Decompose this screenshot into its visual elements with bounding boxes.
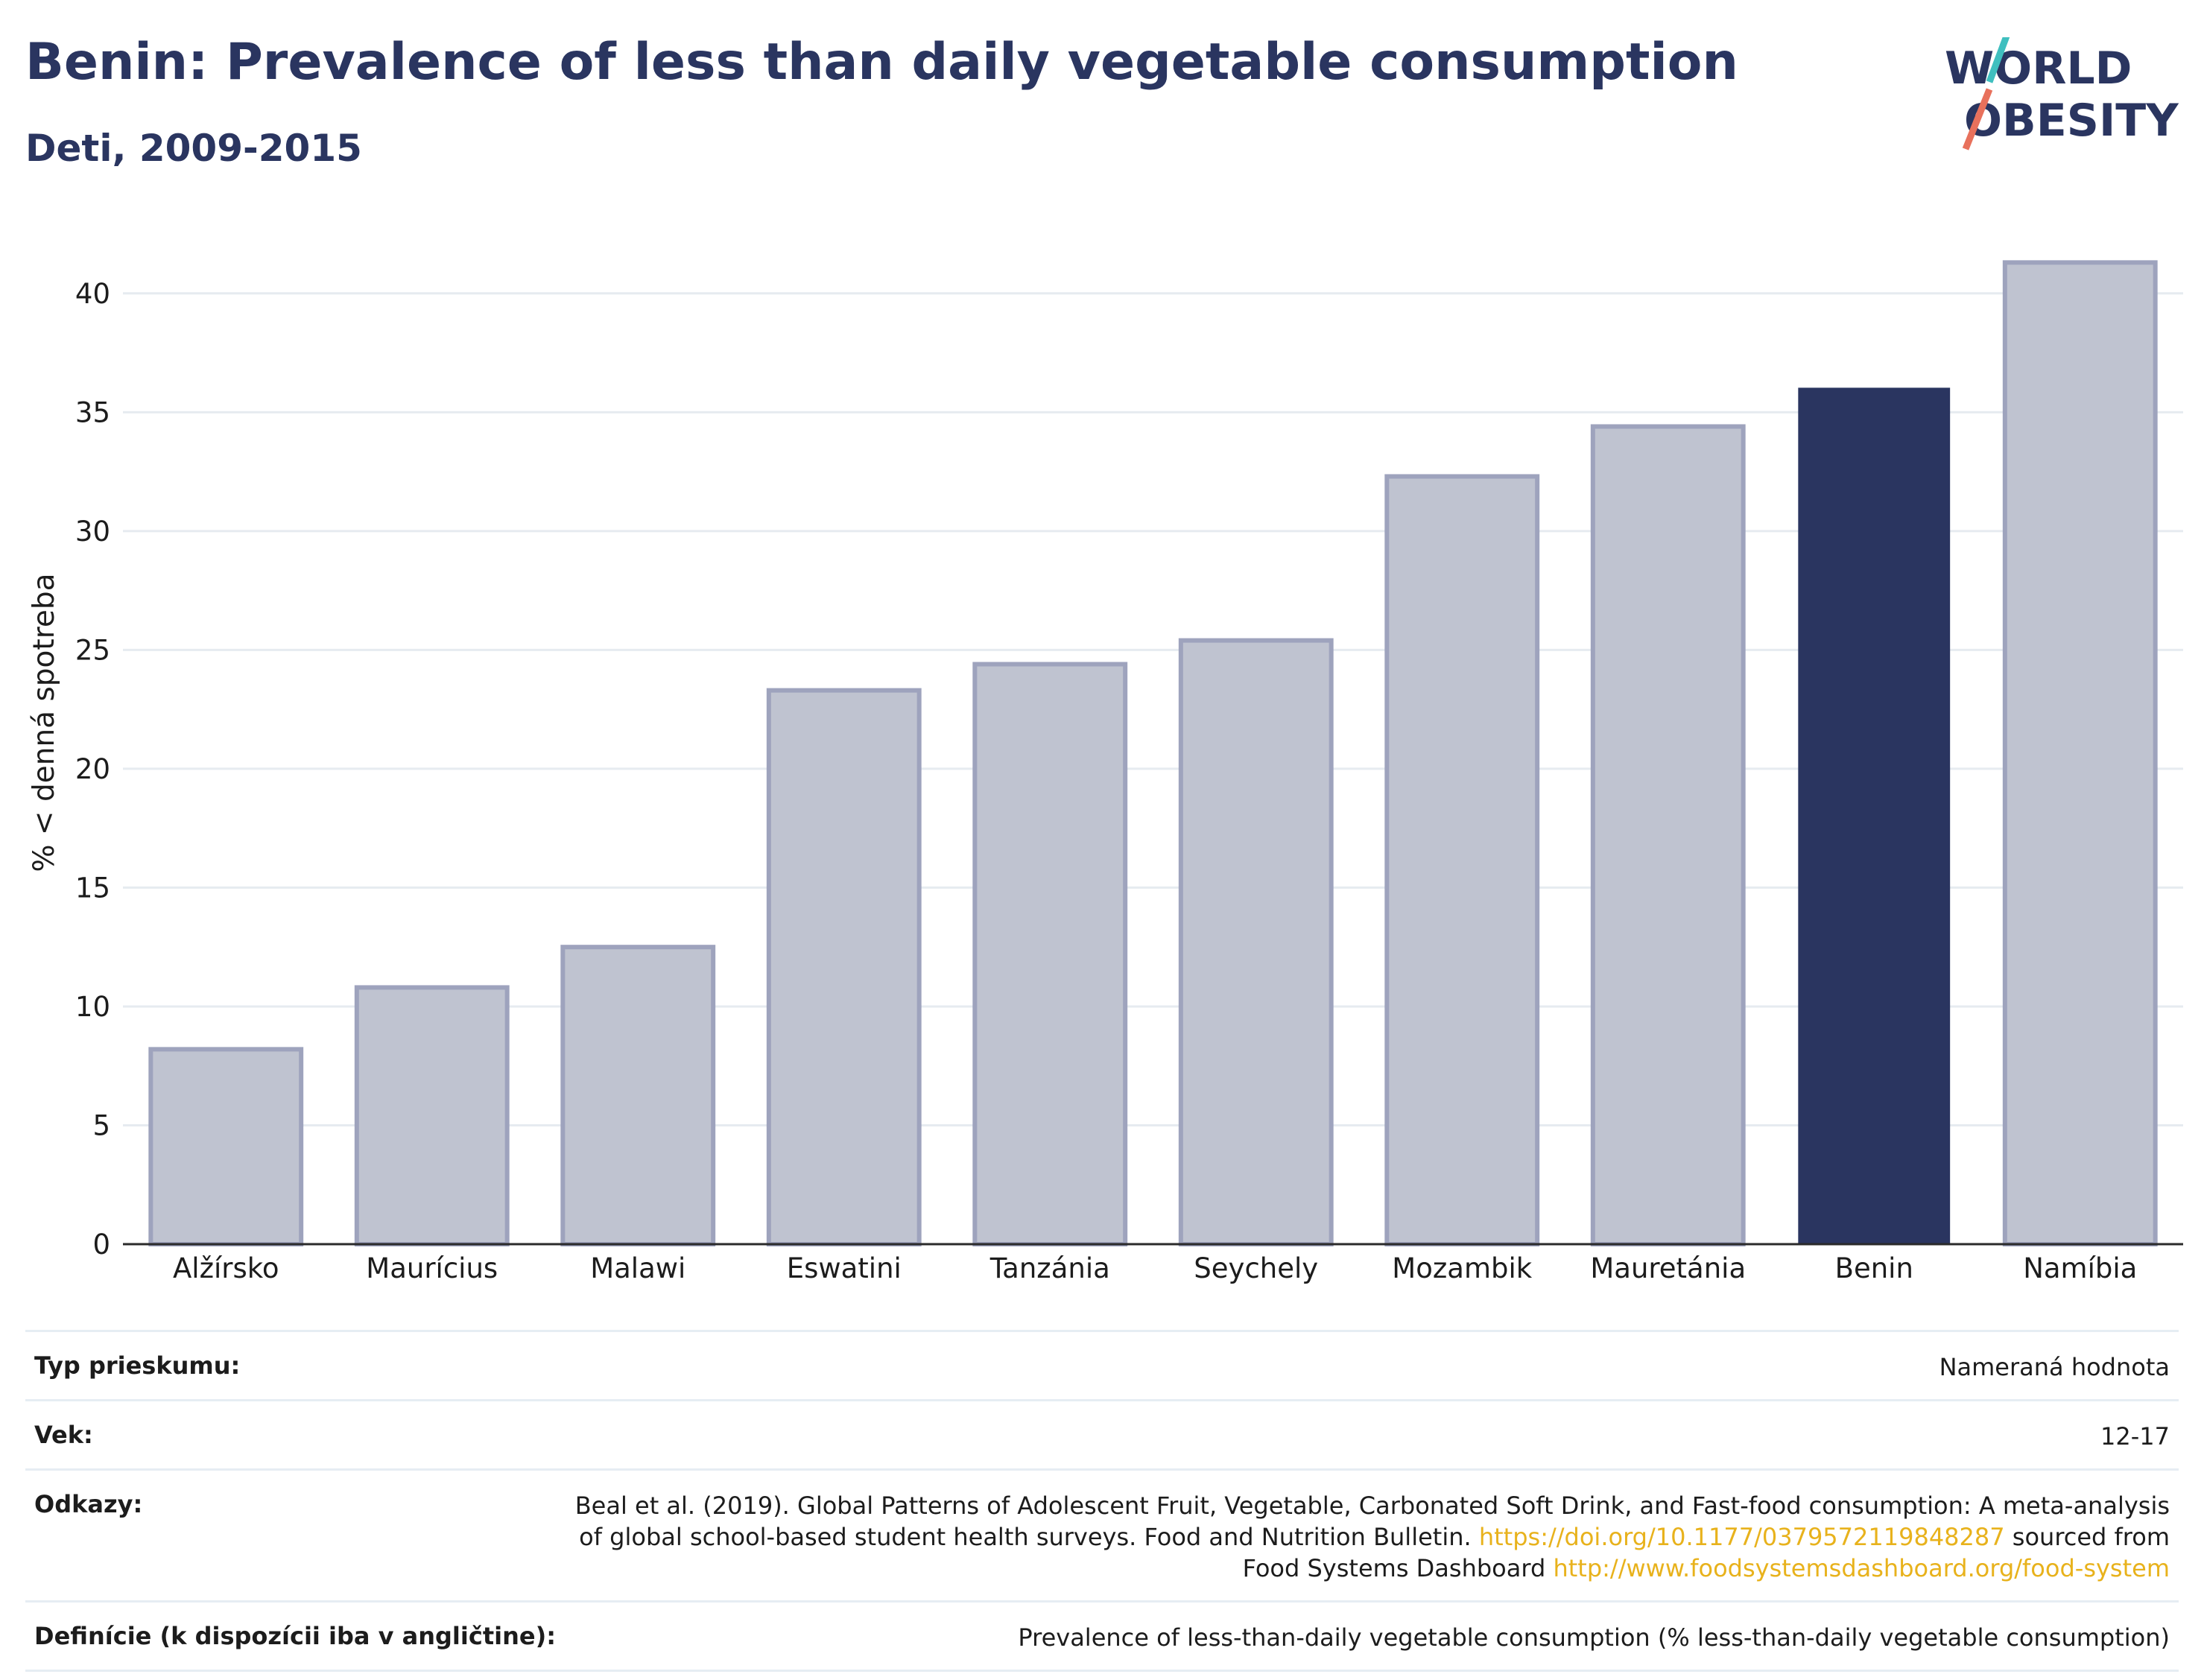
- x-axis-labels: Alžírsko Maurícius Malawi Eswatini Tanzánia S…: [173, 1252, 2137, 1284]
- meta-row-references: Odkazy: Beal et al. (2019). Global Patte…: [25, 1468, 2179, 1600]
- chart-title: Benin: Prevalence of less than daily veg…: [25, 33, 1738, 92]
- survey-type-label: Typ prieskumu:: [34, 1351, 241, 1380]
- y-tick-label: 10: [75, 991, 110, 1023]
- age-value: 12-17: [2100, 1422, 2170, 1451]
- logo-line2: OBESITY: [1964, 95, 2179, 147]
- bar-chart: 0 5 10 15 20 25 30 35 40 Alžírsko Maurícius Malawi…: [28, 260, 2183, 1284]
- survey-type-value: Nameraná hodnota: [1939, 1353, 2170, 1381]
- references-text-1: Beal et al. (2019). Global Patterns of A…: [574, 1492, 2170, 1551]
- references-label: Odkazy:: [34, 1490, 143, 1518]
- bar-alžírsko: [148, 1047, 304, 1247]
- food-systems-link[interactable]: http://www.foodsystemsdashboard.org/food…: [1553, 1554, 2170, 1582]
- references-value: Beal et al. (2019). Global Patterns of A…: [545, 1490, 2170, 1584]
- y-tick-label: 30: [75, 516, 110, 548]
- x-tick-label: Alžírsko: [173, 1252, 279, 1284]
- x-tick-label: Mozambik: [1392, 1252, 1532, 1284]
- bar-mozambik: [1384, 474, 1540, 1246]
- x-tick-label: Eswatini: [787, 1252, 902, 1284]
- y-tick-label: 25: [75, 634, 110, 666]
- bar-benin: [1798, 387, 1951, 1245]
- bar-tanzánia: [972, 662, 1128, 1246]
- chart-subtitle: Deti, 2009-2015: [25, 127, 362, 170]
- x-tick-label: Malawi: [590, 1252, 685, 1284]
- bar-maurícius: [354, 985, 510, 1247]
- x-tick-label: Benin: [1835, 1252, 1913, 1284]
- bar-namíbia: [2002, 260, 2158, 1246]
- y-tick-label: 40: [75, 278, 110, 310]
- bar-eswatini: [766, 688, 922, 1246]
- y-tick-label: 35: [75, 396, 110, 428]
- x-tick-label: Maurícius: [366, 1252, 498, 1284]
- y-axis-ticks: 0 5 10 15 20 25 30 35 40: [75, 278, 110, 1261]
- metadata-table: Typ prieskumu: Nameraná hodnota Vek: 12-…: [25, 1330, 2179, 1672]
- y-tick-label: 20: [75, 753, 110, 785]
- definitions-label: Definície (k dispozícii iba v angličtine…: [34, 1622, 556, 1650]
- meta-row-survey-type: Typ prieskumu: Nameraná hodnota: [25, 1330, 2179, 1399]
- definitions-value: Prevalence of less-than-daily vegetable …: [1018, 1623, 2170, 1652]
- y-tick-label: 15: [75, 872, 110, 904]
- age-label: Vek:: [34, 1421, 93, 1449]
- logo-line1: WORLD: [1945, 42, 2132, 95]
- x-tick-label: Mauretánia: [1590, 1252, 1746, 1284]
- x-tick-label: Seychely: [1194, 1252, 1318, 1284]
- logo-slash-teal: [1986, 37, 2010, 83]
- references-text-2: sourced from Food Systems Dashboard: [1242, 1523, 2170, 1582]
- meta-row-definitions: Definície (k dispozícii iba v angličtine…: [25, 1600, 2179, 1672]
- logo-slash-coral: [1962, 88, 1993, 150]
- bar-malawi: [560, 945, 716, 1246]
- bar-mauretánia: [1590, 424, 1746, 1246]
- y-axis-label: % < denná spotreba: [28, 573, 61, 872]
- x-tick-label: Namíbia: [2023, 1252, 2137, 1284]
- bars: [148, 260, 2158, 1247]
- bar-seychely: [1178, 638, 1334, 1246]
- y-tick-label: 5: [92, 1109, 110, 1141]
- world-obesity-logo: WORLD OBESITY: [1945, 37, 2179, 150]
- x-tick-label: Tanzánia: [989, 1252, 1110, 1284]
- y-tick-label: 0: [92, 1229, 110, 1261]
- meta-row-age: Vek: 12-17: [25, 1399, 2179, 1468]
- doi-link[interactable]: https://doi.org/10.1177/0379572119848287: [1478, 1523, 2005, 1551]
